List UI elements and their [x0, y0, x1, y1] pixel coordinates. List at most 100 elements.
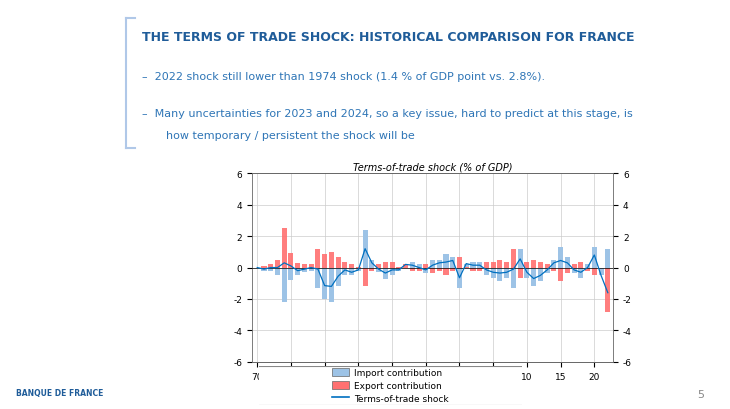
- Bar: [349, 265, 354, 268]
- Bar: [531, 260, 536, 268]
- Title: Terms-of-trade shock (% of GDP): Terms-of-trade shock (% of GDP): [353, 162, 512, 172]
- Bar: [437, 260, 442, 268]
- Bar: [484, 268, 489, 276]
- Bar: [282, 268, 287, 302]
- Bar: [275, 268, 280, 276]
- Bar: [261, 266, 266, 268]
- Bar: [282, 229, 287, 268]
- Bar: [585, 265, 590, 268]
- Bar: [403, 265, 408, 268]
- Bar: [322, 254, 327, 268]
- Bar: [484, 263, 489, 268]
- Bar: [383, 263, 388, 268]
- Bar: [592, 268, 597, 276]
- Bar: [565, 258, 570, 268]
- Bar: [295, 268, 300, 276]
- Bar: [551, 268, 556, 271]
- Bar: [437, 268, 442, 271]
- Bar: [315, 268, 320, 288]
- Bar: [444, 268, 448, 276]
- Bar: [464, 267, 469, 268]
- Bar: [457, 268, 462, 288]
- Bar: [491, 263, 496, 268]
- Bar: [410, 268, 415, 271]
- Text: THE TERMS OF TRADE SHOCK: HISTORICAL COMPARISON FOR FRANCE: THE TERMS OF TRADE SHOCK: HISTORICAL COM…: [142, 31, 635, 44]
- Bar: [423, 265, 429, 268]
- Bar: [275, 260, 280, 268]
- Bar: [477, 263, 483, 268]
- Bar: [376, 265, 381, 268]
- Bar: [322, 268, 327, 299]
- Bar: [396, 268, 402, 271]
- Bar: [605, 249, 610, 268]
- Bar: [578, 268, 583, 278]
- Bar: [518, 268, 523, 278]
- Bar: [410, 263, 415, 268]
- Text: –  2022 shock still lower than 1974 shock (1.4 % of GDP point vs. 2.8%).: – 2022 shock still lower than 1974 shock…: [142, 72, 545, 81]
- Bar: [268, 268, 273, 271]
- Bar: [572, 265, 577, 268]
- Bar: [558, 247, 563, 268]
- Bar: [288, 254, 293, 268]
- Bar: [497, 260, 502, 268]
- Bar: [558, 268, 563, 281]
- Bar: [524, 268, 529, 278]
- Bar: [578, 263, 583, 268]
- Text: 5: 5: [697, 389, 704, 399]
- Bar: [592, 247, 597, 268]
- Bar: [363, 268, 368, 287]
- Bar: [497, 268, 502, 281]
- Text: –  Many uncertainties for 2023 and 2024, so a key issue, hard to predict at this: – Many uncertainties for 2023 and 2024, …: [142, 108, 633, 118]
- Bar: [545, 268, 550, 273]
- Bar: [423, 268, 429, 273]
- Bar: [518, 249, 523, 268]
- Bar: [309, 265, 314, 268]
- Bar: [430, 260, 435, 268]
- Bar: [545, 265, 550, 268]
- Bar: [565, 268, 570, 273]
- Bar: [288, 268, 293, 281]
- Bar: [369, 268, 374, 271]
- Bar: [531, 268, 536, 287]
- Bar: [302, 265, 307, 268]
- Bar: [329, 252, 334, 268]
- Bar: [342, 268, 347, 276]
- Bar: [329, 268, 334, 302]
- Bar: [356, 268, 361, 271]
- Bar: [477, 268, 483, 271]
- Bar: [524, 263, 529, 268]
- Bar: [417, 265, 421, 268]
- Bar: [417, 268, 421, 271]
- Legend: Import contribution, Export contribution, Terms-of-trade shock: Import contribution, Export contribution…: [328, 364, 453, 407]
- Bar: [383, 268, 388, 279]
- Bar: [511, 268, 516, 288]
- Bar: [261, 268, 266, 271]
- Bar: [295, 263, 300, 268]
- Bar: [585, 268, 590, 271]
- Bar: [491, 268, 496, 278]
- Bar: [430, 268, 435, 273]
- Bar: [342, 263, 347, 268]
- Bar: [599, 268, 604, 276]
- Bar: [538, 263, 543, 268]
- Bar: [457, 258, 462, 268]
- Bar: [396, 267, 402, 268]
- Bar: [450, 268, 456, 271]
- Bar: [268, 265, 273, 268]
- Text: BANQUE DE FRANCE: BANQUE DE FRANCE: [16, 388, 104, 397]
- Bar: [511, 249, 516, 268]
- FancyBboxPatch shape: [256, 366, 525, 405]
- Bar: [450, 258, 456, 268]
- Text: how temporary / persistent the shock will be: how temporary / persistent the shock wil…: [166, 131, 415, 141]
- Bar: [464, 265, 469, 268]
- Bar: [504, 268, 510, 278]
- Bar: [363, 230, 368, 268]
- Bar: [315, 249, 320, 268]
- Bar: [390, 263, 395, 268]
- Bar: [390, 268, 395, 276]
- Bar: [538, 268, 543, 281]
- Bar: [309, 268, 314, 271]
- Bar: [369, 260, 374, 268]
- Bar: [551, 260, 556, 268]
- Bar: [470, 268, 475, 271]
